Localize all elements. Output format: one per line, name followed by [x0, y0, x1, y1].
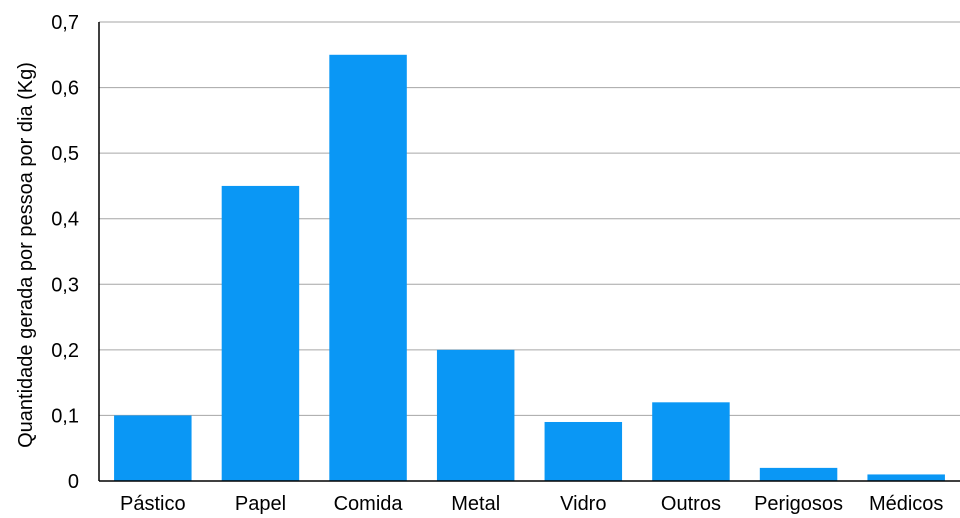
- y-tick-label: 0,3: [51, 274, 79, 296]
- y-tick-label: 0,1: [51, 405, 79, 427]
- bar-2: [329, 54, 407, 482]
- bar-6: [759, 467, 838, 481]
- x-tick-label: Perigosos: [754, 493, 843, 515]
- bar-4: [544, 421, 623, 481]
- bar-7: [867, 474, 945, 481]
- x-tick-label: Vidro: [560, 493, 606, 515]
- x-tick-label: Outros: [661, 493, 721, 515]
- y-tick-label: 0: [68, 471, 79, 493]
- bar-1: [221, 185, 300, 481]
- bar-3: [436, 349, 515, 481]
- y-tick-label: 0,7: [51, 12, 79, 34]
- y-tick-labels: 0 0,1 0,2 0,3 0,4 0,5 0,6 0,7: [51, 12, 79, 493]
- x-tick-label: Médicos: [869, 493, 943, 515]
- y-tick-label: 0,5: [51, 143, 79, 165]
- x-tick-labels: Pástico Papel Comida Metal Vidro Outros Perigo…: [120, 493, 943, 515]
- y-tick-label: 0,4: [51, 209, 79, 231]
- bar-5: [652, 402, 730, 481]
- y-tick-label: 0,2: [51, 340, 79, 362]
- y-tick-label: 0,6: [51, 78, 79, 100]
- x-tick-label: Comida: [334, 493, 404, 515]
- x-tick-label: Pástico: [120, 493, 186, 515]
- bar-0: [114, 415, 192, 481]
- x-tick-label: Metal: [451, 493, 500, 515]
- x-tick-label: Papel: [235, 493, 286, 515]
- bars: [114, 54, 945, 482]
- axes: [98, 22, 960, 482]
- y-axis-title: Quantidade gerada por pessoa por dia (Kg…: [15, 62, 37, 448]
